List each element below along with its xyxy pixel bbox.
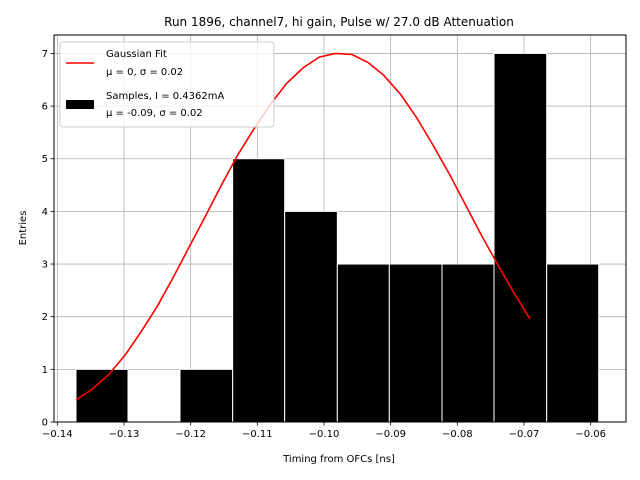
x-tick-label: −0.06 <box>575 429 606 440</box>
x-axis-ticks: −0.14 −0.13 −0.12 −0.11 −0.10 −0.09 −0.08 −0.07… <box>42 422 606 440</box>
fit-curve <box>75 52 531 401</box>
y-tick-label: 0 <box>42 418 48 429</box>
x-tick-label: −0.14 <box>42 429 73 440</box>
legend: Gaussian Fit μ = 0, σ = 0.02 Samples, I … <box>59 41 275 128</box>
y-tick-label: 3 <box>42 260 48 271</box>
y-tick-label: 5 <box>42 154 48 165</box>
histogram-bar <box>546 263 600 423</box>
y-axis-label: Entries <box>18 211 29 246</box>
histogram-bar <box>388 263 443 423</box>
histogram-bar <box>493 52 548 423</box>
x-axis-label: Timing from OFCs [ns] <box>282 454 395 465</box>
histogram-bar <box>75 368 129 423</box>
y-tick-label: 2 <box>42 312 48 323</box>
x-tick-label: −0.11 <box>242 429 273 440</box>
legend-samples-name: Samples, I = 0.4362mA <box>106 91 224 102</box>
legend-box <box>59 41 275 128</box>
histogram-bars <box>75 52 600 423</box>
x-tick-label: −0.12 <box>175 429 206 440</box>
legend-samples-swatch <box>66 100 94 109</box>
histogram-bar <box>284 210 338 423</box>
plot-frame <box>53 34 627 423</box>
x-tick-label: −0.10 <box>309 429 340 440</box>
x-tick-label: −0.13 <box>109 429 140 440</box>
histogram-bar <box>441 263 495 423</box>
legend-fit-name: Gaussian Fit <box>106 49 167 60</box>
y-tick-label: 7 <box>42 49 48 60</box>
histogram-bar <box>232 158 286 423</box>
histogram-bar <box>336 263 390 423</box>
legend-fit-stats: μ = 0, σ = 0.02 <box>106 67 183 78</box>
y-tick-label: 6 <box>42 102 48 113</box>
legend-samples-stats: μ = -0.09, σ = 0.02 <box>106 108 203 119</box>
y-axis-ticks: 0 1 2 3 4 5 6 7 <box>42 49 54 429</box>
x-tick-label: −0.09 <box>375 429 406 440</box>
y-tick-label: 4 <box>42 207 48 218</box>
x-tick-label: −0.08 <box>442 429 473 440</box>
gaussian-fit <box>75 52 531 401</box>
chart-title: Run 1896, channel7, hi gain, Pulse w/ 27… <box>164 15 514 29</box>
histogram-bar <box>179 368 234 423</box>
y-tick-label: 1 <box>42 365 48 376</box>
x-tick-label: −0.07 <box>509 429 540 440</box>
